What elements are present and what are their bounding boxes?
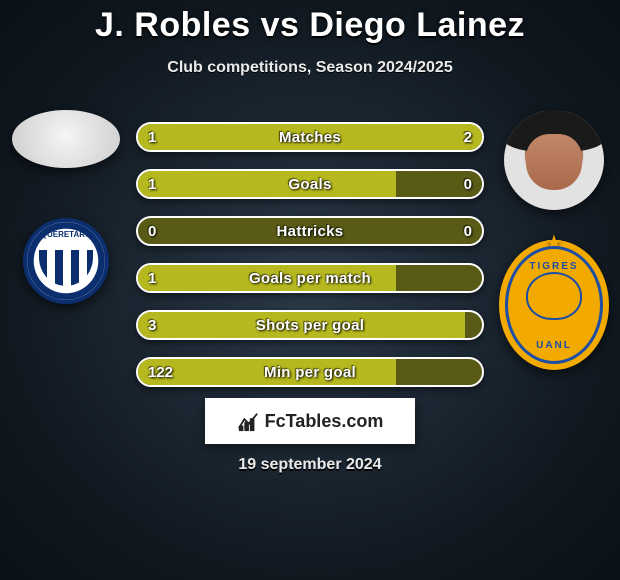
fctables-logo-icon xyxy=(237,410,259,432)
bar-label: Matches xyxy=(138,124,482,150)
bar-row: 00Hattricks xyxy=(136,216,484,246)
bar-row: 1Goals per match xyxy=(136,263,484,293)
bar-row: 10Goals xyxy=(136,169,484,199)
tigres-face-icon xyxy=(526,272,582,320)
player2-club-badge: ★ TIGRES UANL xyxy=(499,240,609,370)
player1-avatar xyxy=(12,110,120,168)
page-subtitle: Club competitions, Season 2024/2025 xyxy=(0,59,620,77)
bar-label: Goals per match xyxy=(138,265,482,291)
branding-badge: FcTables.com xyxy=(205,398,415,444)
page-title: J. Robles vs Diego Lainez xyxy=(0,0,620,45)
bar-row: 3Shots per goal xyxy=(136,310,484,340)
bar-label: Hattricks xyxy=(138,218,482,244)
infographic-root: J. Robles vs Diego Lainez Club competiti… xyxy=(0,0,620,580)
bar-row: 12Matches xyxy=(136,122,484,152)
bar-row: 122Min per goal xyxy=(136,357,484,387)
tigres-text-bot: UANL xyxy=(508,340,600,351)
player1-club-label: QUERETARO xyxy=(27,230,105,239)
bar-label: Shots per goal xyxy=(138,312,482,338)
player1-club-badge: QUERETARO xyxy=(23,218,109,304)
branding-text: FcTables.com xyxy=(265,411,384,432)
date-text: 19 september 2024 xyxy=(0,456,620,474)
player2-avatar xyxy=(504,110,604,210)
bar-label: Goals xyxy=(138,171,482,197)
tigres-text-top: TIGRES xyxy=(508,261,600,272)
comparison-bars: 12Matches 10Goals 00Hattricks 1Goals per ma… xyxy=(136,122,484,387)
left-player-column: QUERETARO xyxy=(6,110,126,304)
right-player-column: ★ TIGRES UANL xyxy=(494,110,614,370)
tigres-outline: TIGRES UANL xyxy=(505,246,603,364)
bar-label: Min per goal xyxy=(138,359,482,385)
